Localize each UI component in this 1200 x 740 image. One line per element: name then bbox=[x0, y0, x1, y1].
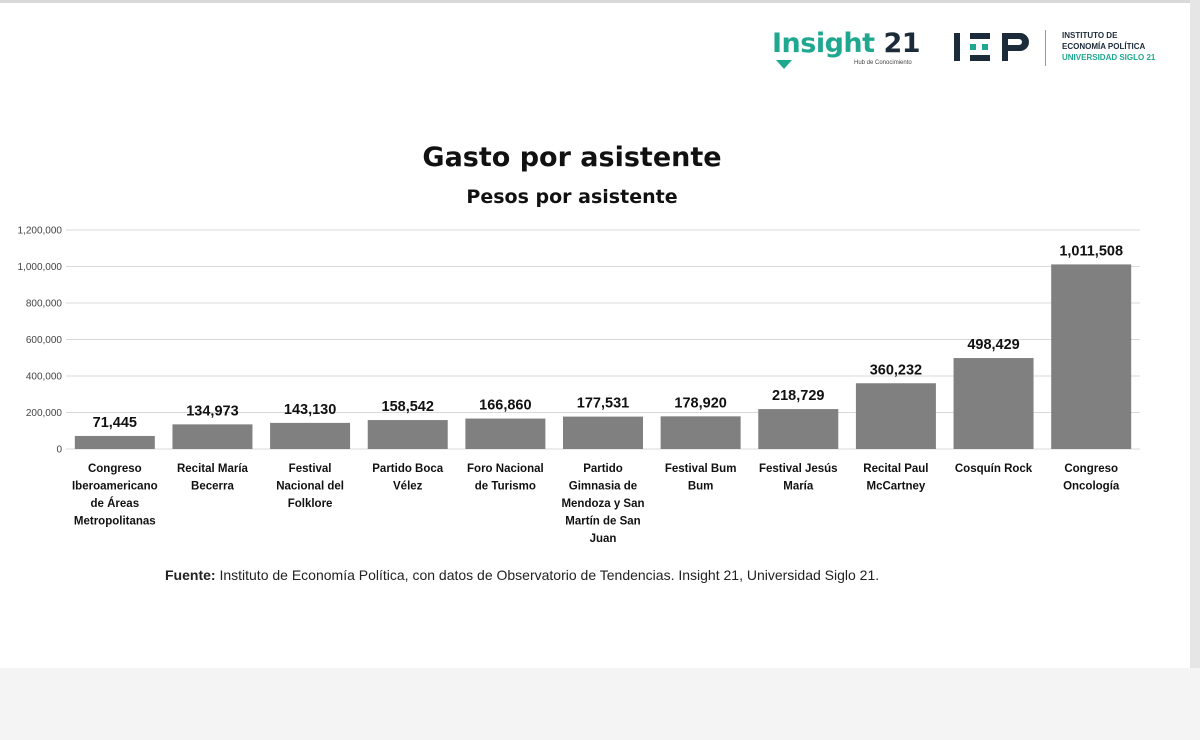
insight-number: 21 bbox=[883, 28, 921, 59]
x-tick-label: Festival Nacional del Folklore bbox=[276, 463, 344, 510]
iep-line-1: INSTITUTO DE bbox=[1062, 31, 1118, 40]
data-label: 143,130 bbox=[284, 402, 336, 418]
x-tick-label: Partido Gimnasia de Mendoza y San Martín de… bbox=[561, 463, 644, 545]
data-label: 158,542 bbox=[382, 399, 434, 415]
data-label: 166,860 bbox=[479, 398, 531, 414]
x-tick-label-line: Bum bbox=[688, 481, 714, 493]
logo-divider bbox=[1045, 30, 1046, 66]
data-label: 177,531 bbox=[577, 396, 629, 412]
bar bbox=[172, 424, 253, 449]
bar bbox=[563, 416, 643, 449]
source-label: Fuente: bbox=[165, 567, 216, 583]
data-label: 134,973 bbox=[186, 403, 238, 419]
x-tick-label: Foro Nacional de Turismo bbox=[467, 463, 544, 493]
y-tick-label: 200,000 bbox=[26, 408, 63, 419]
x-tick-label: Recital María Becerra bbox=[177, 463, 249, 493]
x-tick-label-line: Martín de San bbox=[565, 516, 640, 528]
x-tick-label-line: Vélez bbox=[393, 481, 423, 493]
x-tick-label-line: Congreso bbox=[88, 463, 142, 475]
data-label: 360,232 bbox=[870, 362, 922, 378]
insight21-tagline: Hub de Conocimiento bbox=[854, 60, 912, 66]
x-tick-label-line: de Áreas bbox=[91, 497, 140, 510]
x-tick-label-line: Juan bbox=[590, 533, 617, 545]
data-label: 498,429 bbox=[967, 337, 1019, 353]
bar bbox=[758, 409, 839, 449]
x-tick-label: Festival Bum Bum bbox=[665, 463, 737, 493]
y-tick-label: 800,000 bbox=[26, 299, 63, 310]
x-tick-label-line: Congreso bbox=[1064, 463, 1118, 475]
x-tick-label-line: Folklore bbox=[288, 498, 333, 510]
bar bbox=[953, 358, 1034, 449]
x-tick-label-line: Oncología bbox=[1063, 481, 1120, 493]
data-label: 1,011,508 bbox=[1059, 243, 1123, 259]
y-tick-label: 600,000 bbox=[26, 335, 63, 346]
x-tick-label: Cosquín Rock bbox=[955, 463, 1033, 475]
x-tick-label-line: Foro Nacional bbox=[467, 463, 544, 475]
x-tick-label-line: Partido bbox=[583, 463, 623, 475]
iep-mark-icon bbox=[954, 33, 1029, 61]
y-tick-label: 400,000 bbox=[26, 372, 63, 383]
x-tick-label-line: Recital María bbox=[177, 463, 249, 475]
x-tick-label-line: Becerra bbox=[191, 481, 234, 493]
x-tick-label-line: Nacional del bbox=[276, 481, 344, 493]
x-tick-label-line: Festival Jesús bbox=[759, 463, 838, 475]
insight21-wordmark: Insight 21 bbox=[772, 28, 921, 59]
bar bbox=[270, 422, 351, 449]
speech-bubble-icon bbox=[776, 60, 792, 69]
x-tick-label-line: de Turismo bbox=[475, 481, 536, 493]
x-tick-label-line: Gimnasia de bbox=[569, 481, 637, 493]
y-tick-label: 1,000,000 bbox=[18, 262, 63, 273]
insight-word: Insight bbox=[772, 28, 875, 59]
y-tick-label: 0 bbox=[56, 445, 62, 456]
x-tick-label-line: Metropolitanas bbox=[74, 516, 156, 528]
bar bbox=[367, 420, 448, 449]
bar bbox=[855, 383, 936, 449]
y-tick-label: 1,200,000 bbox=[18, 226, 63, 237]
data-label: 178,920 bbox=[674, 395, 726, 411]
bar bbox=[74, 435, 155, 449]
source-note: Fuente: Instituto de Economía Política, … bbox=[165, 567, 879, 583]
bar bbox=[660, 416, 741, 449]
iep-institution-name: INSTITUTO DE ECONOMÍA POLÍTICA UNIVERSID… bbox=[1062, 30, 1155, 63]
source-text: Instituto de Economía Política, con dato… bbox=[215, 567, 880, 583]
x-tick-label-line: Festival Bum bbox=[665, 463, 737, 475]
x-tick-label: Festival Jesús María bbox=[759, 463, 838, 493]
page-edge bbox=[1190, 0, 1200, 668]
iep-logo: INSTITUTO DE ECONOMÍA POLÍTICA UNIVERSID… bbox=[950, 30, 1190, 70]
insight21-logo: Insight 21 Hub de Conocimiento bbox=[770, 26, 930, 78]
data-label: 71,445 bbox=[93, 415, 137, 431]
x-tick-label: Partido Boca Vélez bbox=[372, 463, 444, 493]
chart-subtitle: Pesos por asistente bbox=[466, 186, 678, 208]
bar bbox=[465, 418, 546, 449]
x-tick-label: Congreso Oncología bbox=[1063, 463, 1120, 493]
iep-line-3: UNIVERSIDAD SIGLO 21 bbox=[1062, 53, 1156, 62]
x-tick-label-line: Cosquín Rock bbox=[955, 463, 1033, 475]
chart-title: Gasto por asistente bbox=[422, 142, 722, 173]
x-tick-label: Congreso Iberoamericano de Áreas Metropolit… bbox=[72, 463, 158, 528]
x-tick-label-line: Iberoamericano bbox=[72, 481, 158, 493]
x-tick-label-line: Mendoza y San bbox=[561, 498, 644, 510]
x-tick-label-line: Recital Paul bbox=[863, 463, 928, 475]
bar-chart: 0 200,000 400,000 600,000 800,000 1,000,000 1,… bbox=[18, 226, 1140, 545]
x-tick-label-line: McCartney bbox=[867, 481, 926, 493]
x-tick-label-line: Festival bbox=[289, 463, 332, 475]
data-label: 218,729 bbox=[772, 388, 824, 404]
x-tick-label-line: María bbox=[783, 481, 814, 493]
x-tick-label-line: Partido Boca bbox=[372, 463, 444, 475]
x-tick-label: Recital Paul McCartney bbox=[863, 463, 928, 493]
bottom-band bbox=[0, 668, 1200, 740]
bar bbox=[1051, 264, 1132, 449]
top-border bbox=[0, 0, 1200, 3]
iep-line-2: ECONOMÍA POLÍTICA bbox=[1062, 42, 1146, 51]
